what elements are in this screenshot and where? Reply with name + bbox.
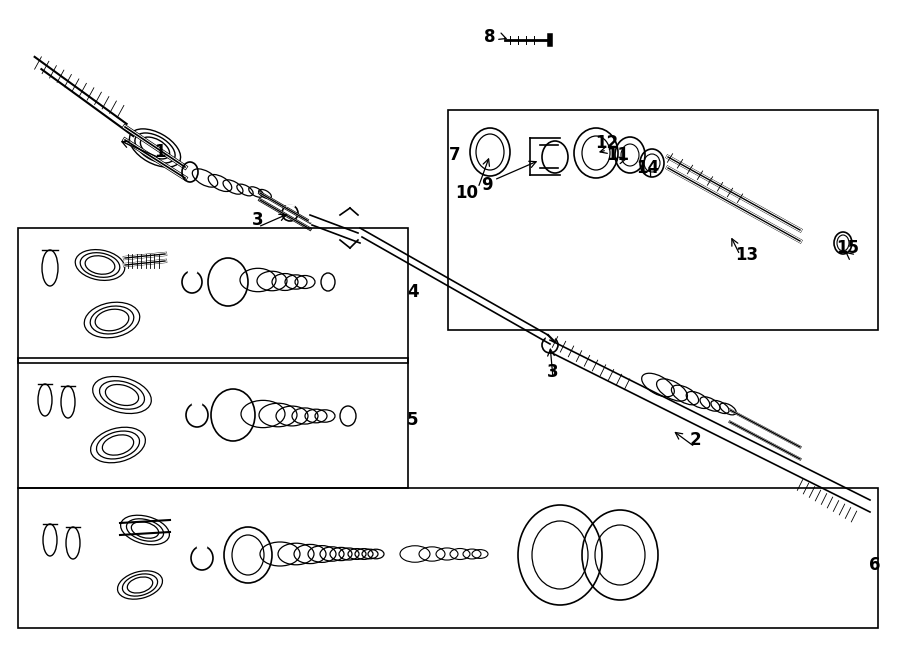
Text: 13: 13 — [735, 246, 759, 264]
Text: 15: 15 — [836, 239, 860, 257]
Text: 5: 5 — [407, 411, 418, 429]
Text: 10: 10 — [455, 184, 479, 202]
Text: 9: 9 — [482, 176, 493, 194]
Text: 8: 8 — [484, 28, 496, 46]
Text: 11: 11 — [607, 146, 629, 164]
Text: 14: 14 — [636, 159, 660, 177]
Text: 1: 1 — [154, 143, 166, 161]
Bar — [18, 228, 408, 363]
Bar — [18, 358, 408, 488]
Text: 2: 2 — [689, 431, 701, 449]
Bar — [448, 110, 878, 330]
Text: 6: 6 — [869, 556, 881, 574]
Bar — [18, 488, 878, 628]
Text: 4: 4 — [407, 283, 418, 301]
Text: 3: 3 — [547, 363, 559, 381]
Text: 3: 3 — [252, 211, 264, 229]
Text: 12: 12 — [596, 134, 618, 152]
Text: 7: 7 — [449, 146, 461, 164]
